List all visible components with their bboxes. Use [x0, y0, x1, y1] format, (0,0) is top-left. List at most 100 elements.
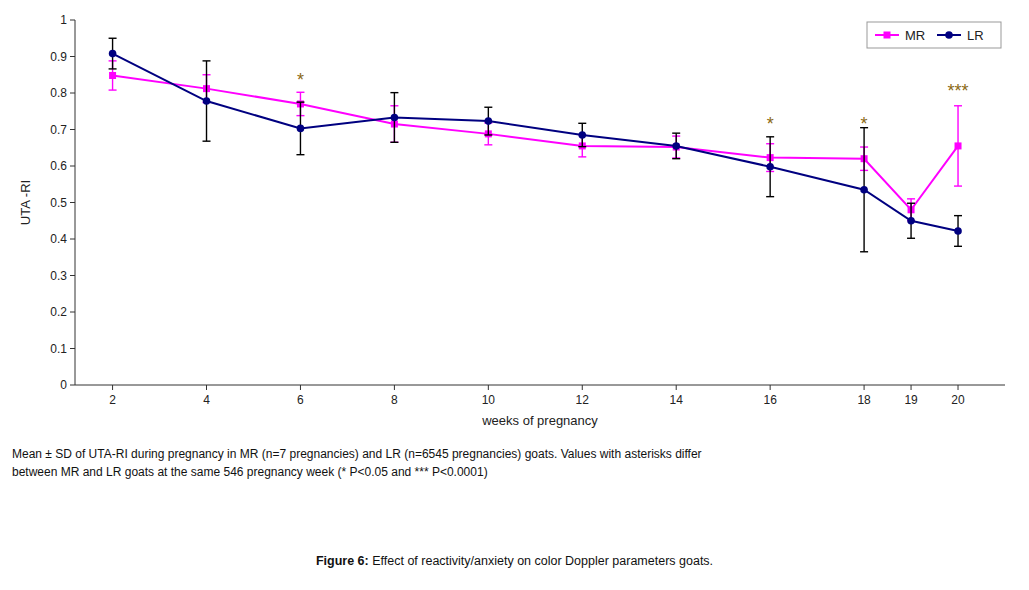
y-tick-label: 0.4 [50, 232, 67, 246]
annotation: * [297, 70, 304, 90]
error-cap [203, 140, 211, 141]
x-tick [770, 385, 771, 390]
x-axis-line [75, 385, 1005, 386]
marker [578, 131, 586, 139]
error-cap [954, 105, 962, 106]
legend-marker [945, 31, 953, 39]
marker [907, 217, 915, 225]
y-tick [70, 385, 75, 386]
y-tick-label: 0.1 [50, 342, 67, 356]
error-bar [484, 107, 492, 135]
error-cap [109, 89, 117, 90]
y-tick [70, 129, 75, 130]
x-tick-label: 2 [109, 393, 116, 407]
error-cap [578, 156, 586, 157]
y-tick [70, 56, 75, 57]
y-tick [70, 239, 75, 240]
error-cap [390, 142, 398, 143]
annotation: * [861, 114, 868, 134]
x-tick-label: 20 [951, 393, 965, 407]
error-cap [672, 158, 680, 159]
x-tick [488, 385, 489, 390]
error-cap [484, 144, 492, 145]
legend: MR LR [867, 22, 1001, 48]
x-tick-label: 8 [391, 393, 398, 407]
error-cap [954, 215, 962, 216]
error-cap [954, 246, 962, 247]
marker [860, 186, 868, 194]
y-tick [70, 202, 75, 203]
y-tick-label: 0 [60, 378, 67, 392]
error-cap [296, 92, 304, 93]
legend-label: LR [967, 28, 984, 43]
figure-caption: Effect of reactivity/anxiety on color Do… [369, 554, 713, 568]
error-cap [672, 132, 680, 133]
y-tick [70, 166, 75, 167]
error-cap [907, 238, 915, 239]
error-cap [907, 198, 915, 199]
error-cap [109, 68, 117, 69]
y-tick-label: 0.8 [50, 86, 67, 100]
error-bar [766, 137, 774, 197]
marker [955, 142, 962, 149]
chart: 24681012141618192000.10.20.30.40.50.60.7… [0, 0, 1029, 590]
annotation: * [767, 114, 774, 134]
error-cap [954, 185, 962, 186]
marker [672, 142, 680, 150]
annotation: *** [948, 81, 969, 101]
error-bar [860, 128, 868, 252]
error-bar [109, 38, 117, 69]
error-cap [860, 251, 868, 252]
x-tick-label: 18 [857, 393, 871, 407]
caption: Mean ± SD of UTA-RI during pregnancy in … [12, 447, 702, 479]
error-bar [954, 216, 962, 247]
y-tick [70, 312, 75, 313]
x-tick [112, 385, 113, 390]
marker [297, 125, 305, 133]
x-tick [206, 385, 207, 390]
legend-label: MR [905, 28, 925, 43]
marker [109, 50, 117, 58]
x-tick [300, 385, 301, 390]
series-line [113, 75, 958, 209]
error-cap [578, 123, 586, 124]
caption-line: Mean ± SD of UTA-RI during pregnancy in … [12, 447, 702, 461]
error-bar [672, 133, 680, 159]
x-tick-label: 10 [482, 393, 496, 407]
marker [485, 117, 493, 125]
y-tick [70, 348, 75, 349]
marker [109, 72, 116, 79]
series-line [113, 54, 958, 231]
error-bar [954, 106, 962, 186]
y-tick [70, 93, 75, 94]
x-tick [582, 385, 583, 390]
y-tick [70, 20, 75, 21]
error-cap [390, 142, 398, 143]
error-bar [296, 102, 304, 155]
error-cap [766, 196, 774, 197]
x-tick-label: 16 [763, 393, 777, 407]
error-bar [203, 61, 211, 141]
marker [954, 227, 962, 235]
error-cap [109, 38, 117, 39]
error-cap [578, 146, 586, 147]
x-tick-label: 4 [203, 393, 210, 407]
y-tick-label: 0.3 [50, 269, 67, 283]
x-tick-label: 6 [297, 393, 304, 407]
x-tick-label: 12 [576, 393, 590, 407]
legend-marker [884, 32, 891, 39]
error-bar [390, 93, 398, 143]
figure-caption-line: Figure 6: Effect of reactivity/anxiety o… [316, 554, 713, 568]
x-tick-label: 14 [670, 393, 684, 407]
marker [203, 97, 211, 105]
x-tick [394, 385, 395, 390]
x-tick [676, 385, 677, 390]
y-tick [70, 275, 75, 276]
error-cap [296, 101, 304, 102]
figure-label: Figure 6: [316, 554, 369, 568]
x-tick [911, 385, 912, 390]
error-cap [203, 60, 211, 61]
error-bar [578, 123, 586, 146]
error-cap [907, 203, 915, 204]
error-bar [907, 203, 915, 238]
